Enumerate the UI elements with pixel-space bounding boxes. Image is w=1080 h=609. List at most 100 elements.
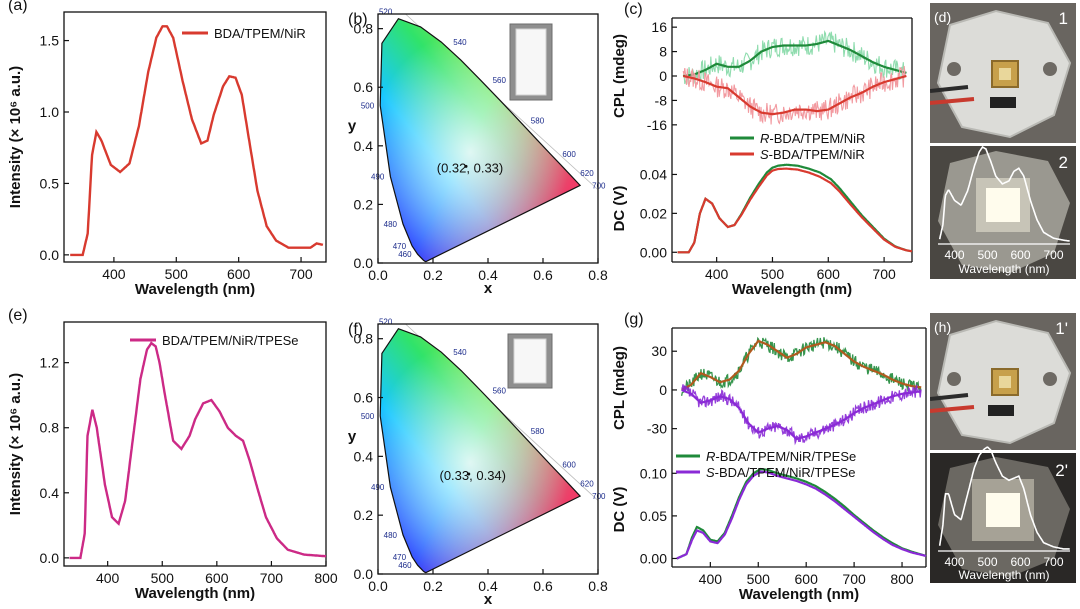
cie-gamut-white-f bbox=[379, 327, 582, 574]
x-axis-title-a: Wavelength (nm) bbox=[135, 281, 255, 298]
cie-gamut-white-b bbox=[379, 17, 582, 263]
x-tick-label-e-1: 500 bbox=[151, 570, 175, 586]
x-tick-label-g-4: 800 bbox=[890, 571, 914, 587]
led-photo-d: 400 500 600 700 Wavelength (nm) 1 2 (d) bbox=[930, 3, 1076, 279]
y-tick-label-b-4: 0.8 bbox=[354, 21, 374, 37]
y-tick-label-g-cpl-0: -30 bbox=[647, 421, 667, 437]
photo-number-1-prime: 1' bbox=[1055, 319, 1068, 338]
cpl-noise-g-0 bbox=[680, 336, 922, 396]
x-tick-label-b-2: 0.4 bbox=[478, 267, 498, 283]
y-axis-title-g-cpl: CPL (mdeg) bbox=[611, 346, 628, 430]
inset-axis-title-h: Wavelength (nm) bbox=[959, 568, 1050, 582]
inset-tick-label-d-0: 400 bbox=[944, 248, 964, 262]
legend-label-rest-c-0: -BDA/TPEM/NiR bbox=[769, 131, 865, 146]
x-tick-label-e-0: 400 bbox=[96, 570, 120, 586]
y-axis-title-c-cpl: CPL (mdeg) bbox=[611, 34, 628, 118]
y-tick-label-g-dc-0: 0.00 bbox=[640, 550, 667, 566]
cpl-line-c-0 bbox=[683, 39, 907, 78]
cie-locus-label-b-9: 600 bbox=[562, 150, 576, 159]
y-tick-label-f-1: 0.2 bbox=[354, 507, 374, 523]
cie-locus-label-b-0: 460 bbox=[398, 250, 412, 259]
legend-label-prefix-c-0: R bbox=[760, 131, 769, 146]
x-tick-label-g-3: 700 bbox=[842, 571, 866, 587]
y-tick-label-g-dc-2: 0.10 bbox=[640, 465, 667, 481]
inset-tick-label-h-2: 600 bbox=[1010, 555, 1030, 569]
cpl-noise-c-0 bbox=[682, 29, 907, 85]
x-axis-title-b: x bbox=[484, 280, 493, 297]
panel-label-f: (f) bbox=[348, 321, 363, 338]
panel-label-d: (d) bbox=[934, 9, 952, 25]
y-tick-label-g-cpl-1: 0 bbox=[659, 382, 667, 398]
cpl-noise-g-1 bbox=[681, 383, 922, 446]
series-line-e bbox=[69, 341, 326, 560]
cie-locus-label-b-2: 480 bbox=[384, 220, 398, 229]
x-tick-label-f-3: 0.6 bbox=[533, 578, 553, 594]
x-axis-title-f: x bbox=[484, 591, 493, 608]
y-tick-label-c-dc-2: 0.04 bbox=[640, 166, 667, 182]
inset-tick-label-d-1: 500 bbox=[977, 248, 997, 262]
y-tick-label-a-1: 0.5 bbox=[40, 175, 60, 191]
inset-tick-label-h-0: 400 bbox=[944, 555, 964, 569]
y-tick-label-g-dc-1: 0.05 bbox=[640, 508, 667, 524]
legend-label-prefix-g-1: S bbox=[706, 465, 715, 480]
dc-line-c-1 bbox=[677, 167, 913, 254]
y-tick-label-c-dc-0: 0.00 bbox=[640, 244, 667, 260]
cie-locus-label-f-11: 700 bbox=[592, 492, 606, 501]
y-tick-label-a-2: 1.0 bbox=[40, 104, 60, 120]
cie-locus-label-f-10: 620 bbox=[580, 479, 594, 488]
y-tick-label-a-3: 1.5 bbox=[40, 33, 60, 49]
cie-point-f bbox=[467, 472, 471, 476]
plot-frame-e bbox=[63, 321, 327, 567]
plot-frame-a bbox=[63, 11, 327, 263]
cie-locus-label-f-4: 500 bbox=[361, 412, 375, 421]
y-axis-title-g-dc: DC (V) bbox=[611, 487, 628, 533]
cie-locus-label-b-6: 540 bbox=[453, 38, 467, 47]
cpl-line-g-0 bbox=[681, 339, 922, 391]
cie-locus-label-b-11: 700 bbox=[592, 181, 606, 190]
cie-point-b bbox=[464, 164, 468, 168]
inset-tick-label-d-3: 700 bbox=[1043, 248, 1063, 262]
x-tick-label-e-4: 800 bbox=[314, 570, 338, 586]
cie-locus-label-f-6: 540 bbox=[453, 348, 467, 357]
led-photo-h: 400 500 600 700 Wavelength (nm) 1' 2' (h) bbox=[930, 313, 1076, 583]
photo-number-2-prime: 2' bbox=[1055, 461, 1068, 480]
cie-locus-label-b-1: 470 bbox=[393, 242, 407, 251]
dc-line-g-1 bbox=[676, 470, 927, 560]
x-tick-label-b-4: 0.8 bbox=[588, 267, 608, 283]
legend-label-g-0: R-BDA/TPEM/NiR/TPESe bbox=[706, 449, 856, 464]
cpl-line-g-1 bbox=[681, 388, 922, 441]
cie-annotation-f: (0.33, 0.34) bbox=[440, 468, 507, 483]
y-tick-label-g-cpl-2: 30 bbox=[651, 343, 667, 359]
legend-label-rest-g-1: -BDA/TPEM/NiR/TPESe bbox=[715, 465, 856, 480]
x-tick-label-f-0: 0.0 bbox=[368, 578, 388, 594]
photo-number-1: 1 bbox=[1058, 9, 1068, 28]
cie-locus-label-f-7: 560 bbox=[493, 386, 507, 395]
cie-annotation-b: (0.32, 0.33) bbox=[437, 160, 504, 175]
x-tick-label-c-1: 500 bbox=[761, 266, 785, 282]
inset-axis-title-d: Wavelength (nm) bbox=[959, 262, 1050, 276]
panel-label-e: (e) bbox=[8, 307, 28, 324]
legend-label-rest-c-1: -BDA/TPEM/NiR bbox=[769, 147, 865, 162]
x-tick-label-f-4: 0.8 bbox=[588, 578, 608, 594]
cie-locus-label-f-0: 460 bbox=[398, 561, 412, 570]
inset-tick-label-h-1: 500 bbox=[977, 555, 997, 569]
y-tick-label-f-4: 0.8 bbox=[354, 331, 374, 347]
y-tick-label-b-3: 0.6 bbox=[354, 79, 374, 95]
spectrum-line-h bbox=[938, 446, 1070, 550]
x-tick-label-f-1: 0.2 bbox=[423, 578, 443, 594]
y-tick-label-c-cpl-2: 0 bbox=[659, 68, 667, 84]
x-tick-label-f-2: 0.4 bbox=[478, 578, 498, 594]
dc-line-c-0 bbox=[677, 163, 913, 254]
x-axis-title-e: Wavelength (nm) bbox=[135, 585, 255, 602]
x-tick-label-a-2: 600 bbox=[227, 266, 251, 282]
panel-label-a: (a) bbox=[8, 0, 28, 14]
panel-label-b: (b) bbox=[348, 11, 368, 28]
y-tick-label-c-cpl-1: -8 bbox=[655, 92, 668, 108]
x-tick-label-a-0: 400 bbox=[102, 266, 126, 282]
cpl-line-c-1 bbox=[683, 74, 907, 116]
cie-locus-label-b-4: 500 bbox=[361, 101, 375, 110]
y-tick-label-b-1: 0.2 bbox=[354, 196, 374, 212]
cie-locus-label-f-9: 600 bbox=[562, 461, 576, 470]
y-tick-label-f-2: 0.4 bbox=[354, 448, 374, 464]
